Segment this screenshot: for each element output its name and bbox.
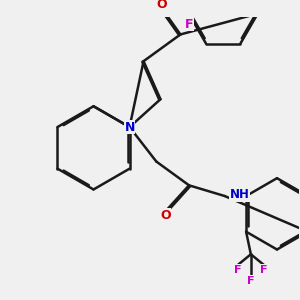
- Text: NH: NH: [230, 188, 249, 201]
- Text: F: F: [247, 276, 255, 286]
- Text: N: N: [124, 121, 135, 134]
- Text: O: O: [160, 208, 170, 221]
- Text: O: O: [156, 0, 167, 11]
- Text: F: F: [260, 265, 268, 275]
- Text: F: F: [184, 18, 193, 31]
- Text: F: F: [234, 265, 242, 275]
